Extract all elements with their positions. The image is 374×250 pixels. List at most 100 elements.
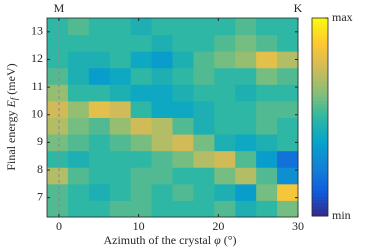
- colorbar-segment: [312, 202, 328, 207]
- colorbar-segment: [312, 103, 328, 108]
- heatmap-cell: [130, 51, 153, 69]
- y-label-unit: (meV): [4, 63, 18, 97]
- colorbar-segment: [312, 87, 328, 92]
- top-label: M: [54, 1, 65, 15]
- heatmap-cell: [235, 150, 257, 168]
- heatmap-cell: [256, 100, 278, 118]
- heatmap-cell: [172, 51, 194, 69]
- heatmap-cell: [277, 18, 299, 36]
- heatmap-cell: [172, 18, 194, 36]
- heatmap-cell: [277, 84, 299, 102]
- top-label: K: [294, 1, 303, 15]
- x-tick-label: 30: [292, 219, 304, 233]
- x-tick-label: 0: [56, 219, 62, 233]
- heatmap-cell: [214, 183, 236, 201]
- heatmap-cell: [67, 18, 90, 36]
- heatmap-cell: [47, 150, 69, 168]
- heatmap-cell: [130, 100, 153, 118]
- heatmap-cell: [109, 100, 132, 118]
- heatmap-cell: [193, 100, 215, 118]
- colorbar-segment: [312, 140, 328, 144]
- heatmap-cell: [130, 134, 153, 152]
- y-tick-label: 9: [37, 134, 43, 148]
- heatmap-cell: [47, 18, 69, 36]
- heatmap-cell: [151, 167, 173, 185]
- heatmap-cell: [88, 34, 111, 52]
- heatmap-cell: [130, 117, 153, 135]
- heatmap-cell: [172, 67, 194, 85]
- heatmap-cell: [130, 150, 153, 168]
- heatmap-cell: [256, 167, 278, 185]
- heatmap-cell: [130, 18, 153, 36]
- colorbar-segment: [312, 60, 328, 65]
- colorbar-segment: [312, 67, 328, 72]
- heatmap-cell: [214, 34, 236, 52]
- heatmap-cell: [47, 100, 69, 118]
- heatmap-cell: [214, 51, 236, 69]
- heatmap-cell: [130, 67, 153, 85]
- heatmap-cell: [88, 183, 111, 201]
- heatmap-cell: [88, 100, 111, 118]
- heatmap-cell: [172, 200, 194, 218]
- heatmap-cell: [235, 84, 257, 102]
- heatmap: [47, 18, 299, 218]
- colorbar-segment: [312, 110, 328, 115]
- heatmap-cell: [151, 18, 173, 36]
- heatmap-cell: [235, 200, 257, 218]
- heatmap-cell: [214, 167, 236, 185]
- heatmap-cell: [109, 150, 132, 168]
- heatmap-cell: [256, 18, 278, 36]
- heatmap-cell: [256, 67, 278, 85]
- heatmap-cell: [130, 34, 153, 52]
- heatmap-cell: [130, 84, 153, 102]
- colorbar-segment: [312, 90, 328, 95]
- heatmap-cell: [67, 34, 90, 52]
- x-label-text: Azimuth of the crystal: [103, 233, 214, 247]
- heatmap-cell: [277, 134, 299, 152]
- colorbar-segment: [312, 133, 328, 138]
- heatmap-cell: [193, 134, 215, 152]
- colorbar-segment: [312, 159, 328, 164]
- heatmap-cell: [109, 167, 132, 185]
- heatmap-cell: [88, 84, 111, 102]
- heatmap-cell: [235, 67, 257, 85]
- heatmap-cell: [151, 34, 173, 52]
- heatmap-cell: [151, 200, 173, 218]
- heatmap-cell: [47, 67, 69, 85]
- heatmap-cell: [256, 51, 278, 69]
- heatmap-cell: [88, 134, 111, 152]
- colorbar-segment: [312, 77, 328, 82]
- y-tick-label: 13: [31, 24, 43, 38]
- y-tick-label: 12: [31, 51, 43, 65]
- heatmap-cell: [88, 167, 111, 185]
- heatmap-cell: [193, 84, 215, 102]
- heatmap-cell: [47, 167, 69, 185]
- x-label-unit: (°): [221, 233, 237, 247]
- colorbar-segment: [312, 123, 328, 128]
- heatmap-cell: [193, 18, 215, 36]
- colorbar-segment: [312, 70, 328, 75]
- colorbar-segment: [312, 163, 328, 167]
- heatmap-cell: [109, 84, 132, 102]
- heatmap-cell: [109, 134, 132, 152]
- colorbar-segment: [312, 189, 328, 194]
- heatmap-cell: [151, 134, 173, 152]
- colorbar-segment: [312, 130, 328, 134]
- colorbar-segment: [312, 120, 328, 125]
- heatmap-cell: [47, 51, 69, 69]
- y-tick-label: 11: [31, 79, 43, 93]
- heatmap-cell: [214, 18, 236, 36]
- colorbar-segment: [312, 196, 328, 200]
- x-axis-label: Azimuth of the crystal φ (°): [103, 233, 236, 247]
- colorbar-segment: [312, 41, 328, 45]
- heatmap-cell: [67, 51, 90, 69]
- heatmap-cell: [256, 183, 278, 201]
- colorbar-segment: [312, 209, 328, 214]
- colorbar-segment: [312, 176, 328, 181]
- heatmap-cell: [151, 84, 173, 102]
- heatmap-cell: [193, 200, 215, 218]
- heatmap-cell: [151, 117, 173, 135]
- heatmap-cell: [88, 117, 111, 135]
- heatmap-cell: [172, 84, 194, 102]
- heatmap-cell: [67, 117, 90, 135]
